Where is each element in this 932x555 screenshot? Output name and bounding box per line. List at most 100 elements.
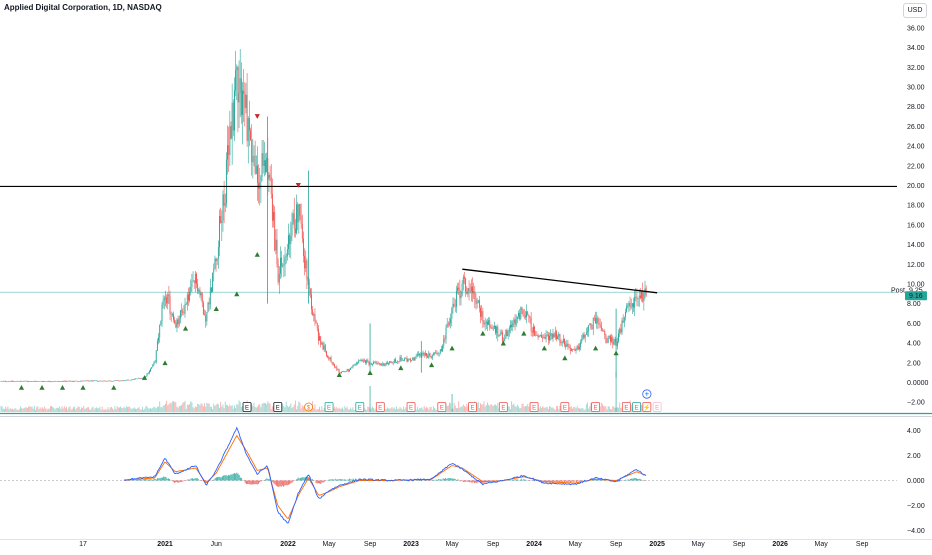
volume-bar: [219, 408, 220, 412]
volume-bar: [554, 409, 555, 412]
candle-body: [296, 204, 297, 233]
macd-histogram-bar: [224, 475, 225, 480]
macd-histogram-bar: [440, 479, 441, 480]
candle-body: [188, 295, 189, 301]
macd-histogram-bar: [565, 481, 566, 482]
volume-bar: [88, 407, 89, 412]
candle-body: [306, 260, 307, 279]
candle-body: [342, 371, 343, 372]
event-flag: E: [499, 403, 507, 412]
candle-body: [58, 381, 59, 382]
volume-bar: [141, 410, 142, 412]
macd-histogram-bar: [146, 479, 147, 480]
candle-body: [603, 331, 604, 332]
candle-body: [574, 349, 575, 351]
volume-bar: [44, 406, 45, 412]
volume-bar: [175, 402, 176, 412]
candle-body: [428, 353, 429, 357]
time-axis-label: Jun: [211, 541, 222, 548]
candle-body: [102, 381, 103, 382]
volume-bar: [126, 406, 127, 412]
candle-body: [522, 307, 523, 309]
candle-body: [174, 320, 175, 323]
candle-body: [239, 93, 240, 102]
candle-body: [210, 287, 211, 304]
candle-body: [160, 322, 161, 325]
volume-bar: [120, 406, 121, 412]
candle-body: [338, 370, 339, 371]
macd-histogram-bar: [154, 479, 155, 481]
volume-bar: [213, 404, 214, 412]
currency-button[interactable]: USD: [903, 3, 927, 18]
candle-body: [622, 321, 623, 333]
candle-body: [68, 381, 69, 382]
candle-body: [152, 364, 153, 367]
candle-body: [212, 273, 213, 292]
macd-histogram-bar: [190, 479, 191, 480]
candle-body: [496, 327, 497, 333]
volume-bar: [70, 406, 71, 412]
candle-body: [635, 297, 636, 298]
volume-bar: [97, 408, 98, 412]
time-axis-label: May: [691, 541, 705, 548]
candle-body: [602, 331, 603, 332]
volume-bar: [301, 408, 302, 412]
macd-histogram-bar: [235, 474, 236, 481]
candle-body: [254, 156, 255, 157]
volume-bar: [117, 406, 118, 412]
candle-body: [546, 335, 547, 339]
macd-histogram-bar: [629, 480, 630, 481]
macd-histogram-bar: [619, 481, 620, 482]
candle-body: [94, 381, 95, 382]
macd-histogram-bar: [223, 476, 224, 481]
candle-body: [204, 315, 205, 316]
candle-body: [520, 307, 521, 318]
candle-body: [531, 318, 532, 331]
macd-histogram-bar: [431, 480, 432, 481]
volume-bar: [136, 409, 137, 412]
volume-bar: [510, 409, 511, 412]
candle-body: [39, 381, 40, 382]
candle-body: [449, 323, 450, 324]
volume-bar: [200, 405, 201, 412]
macd-histogram-bar: [468, 481, 469, 482]
volume-bar: [551, 408, 552, 412]
volume-bar: [165, 404, 166, 412]
macd-histogram-bar: [625, 480, 626, 481]
candle-body: [193, 281, 194, 282]
candle-body: [317, 323, 318, 328]
candle-body: [260, 177, 261, 183]
candle-body: [252, 157, 253, 163]
volume-bar: [42, 407, 43, 412]
candle-body: [325, 345, 326, 351]
candle-body: [255, 156, 256, 174]
volume-bar: [397, 409, 398, 412]
candle-body: [434, 353, 435, 354]
volume-bar: [163, 406, 164, 412]
volume-bar: [158, 407, 159, 412]
price-axis-label: 0.0000: [907, 380, 929, 387]
candle-body: [167, 294, 168, 303]
candle-body: [304, 256, 305, 268]
volume-bar: [430, 407, 431, 412]
volume-bar: [254, 403, 255, 412]
volume-bar: [373, 408, 374, 412]
candle-body: [154, 363, 155, 365]
macd-histogram-bar: [174, 481, 175, 483]
volume-bar: [75, 410, 76, 412]
symbol-title[interactable]: Applied Digital Corporation, 1D, NASDAQ: [4, 3, 162, 12]
candle-body: [551, 333, 552, 338]
candle-body: [302, 224, 303, 239]
candle-body: [47, 381, 48, 382]
macd-histogram-bar: [158, 478, 159, 480]
candle-body: [401, 357, 402, 361]
candle-body: [604, 331, 605, 335]
volume-bar: [5, 407, 6, 412]
macd-histogram-bar: [188, 479, 189, 480]
volume-bar: [336, 407, 337, 412]
candle-body: [584, 334, 585, 337]
volume-bar: [9, 409, 10, 412]
candle-body: [471, 287, 472, 292]
